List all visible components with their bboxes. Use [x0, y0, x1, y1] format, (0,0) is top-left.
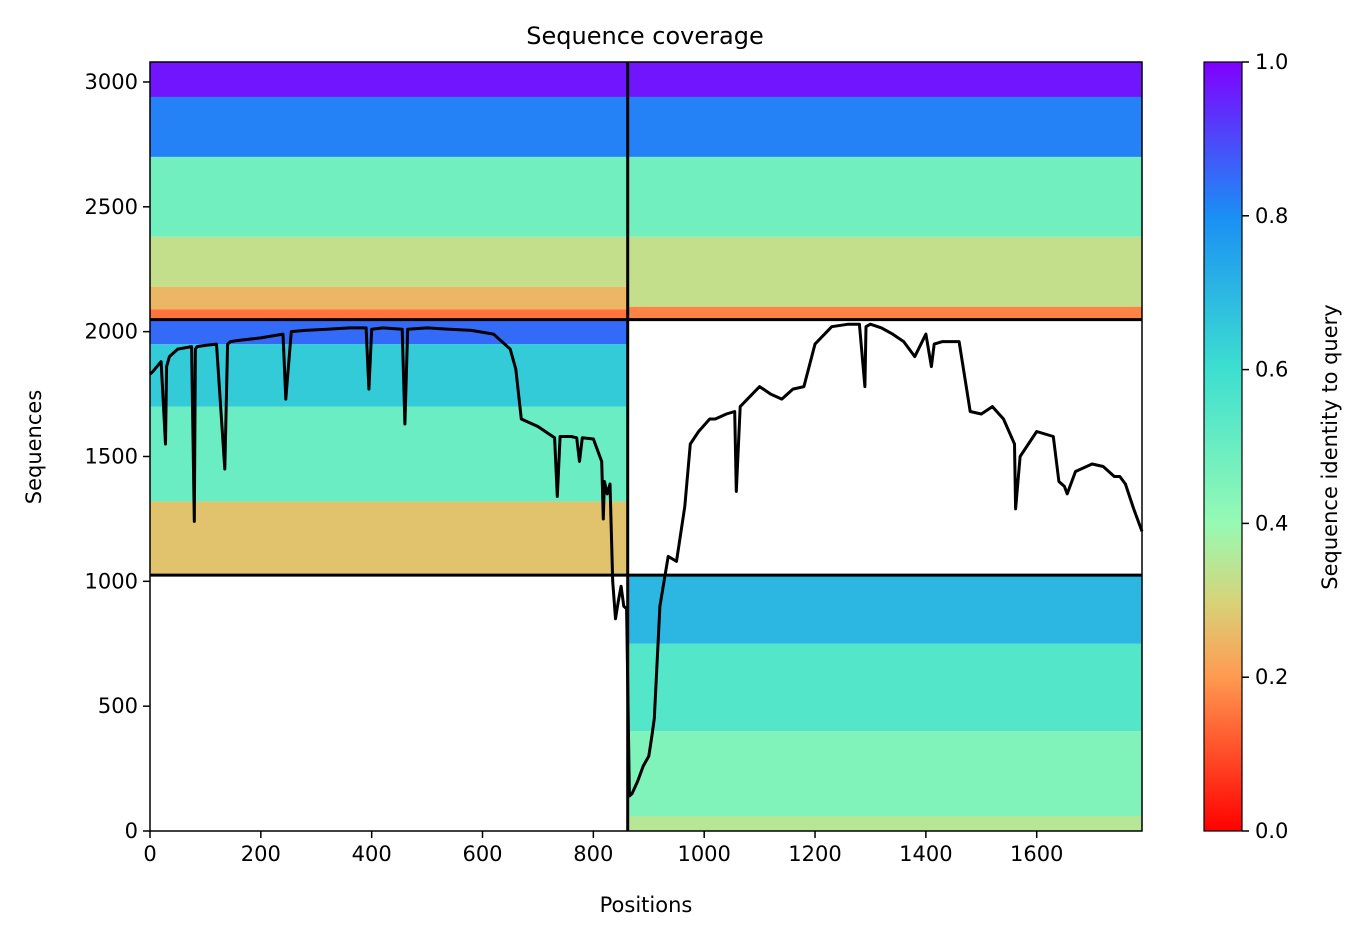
- identity-band: [150, 156, 628, 237]
- coverage-line: [149, 322, 1144, 798]
- colorbar-gradient: [1203, 61, 1243, 832]
- colorbar-tick-label: 1.0: [1255, 50, 1288, 74]
- y-tick-label: 500: [98, 694, 138, 718]
- x-tick-label: 1200: [788, 842, 841, 866]
- colorbar-label: Sequence identity to query: [1318, 304, 1342, 589]
- identity-band: [150, 406, 628, 502]
- identity-band: [150, 501, 628, 576]
- identity-band: [627, 643, 1142, 732]
- identity-band: [150, 286, 628, 310]
- x-axis: 0 200 400 600 800 1000 1200 1400 1600: [143, 831, 1063, 866]
- x-tick-label: 400: [352, 842, 392, 866]
- colorbar: 0.0 0.2 0.4 0.6 0.8 1.0 Sequence identity to …: [1203, 50, 1342, 843]
- identity-band: [150, 344, 628, 407]
- plot-frame: [149, 61, 1143, 832]
- x-tick-label: 1600: [1010, 842, 1063, 866]
- x-tick-label: 0: [143, 842, 156, 866]
- coverage-block-middle-left: [150, 319, 628, 576]
- x-tick-label: 1000: [677, 842, 730, 866]
- identity-band: [150, 62, 628, 97]
- identity-band: [150, 309, 628, 320]
- coverage-block-upper-left: [150, 62, 628, 320]
- identity-band: [150, 236, 628, 287]
- identity-band: [627, 236, 1142, 307]
- colorbar-ticks: 0.0 0.2 0.4 0.6 0.8 1.0: [1242, 50, 1288, 843]
- x-tick-label: 200: [241, 842, 281, 866]
- identity-band: [627, 816, 1142, 831]
- y-tick-label: 3000: [85, 70, 138, 94]
- colorbar-tick-label: 0.8: [1255, 204, 1288, 228]
- identity-band: [627, 62, 1142, 97]
- x-tick-label: 800: [573, 842, 613, 866]
- identity-band: [627, 96, 1142, 157]
- chart-title: Sequence coverage: [526, 22, 763, 50]
- x-tick-label: 600: [462, 842, 502, 866]
- identity-band: [627, 575, 1142, 644]
- y-tick-label: 0: [125, 819, 138, 843]
- x-tick-label: 1400: [899, 842, 952, 866]
- coverage-block-lower-right: [627, 575, 1142, 831]
- colorbar-tick-label: 0.2: [1255, 665, 1288, 689]
- identity-band: [627, 156, 1142, 237]
- x-axis-label: Positions: [600, 893, 693, 917]
- y-tick-label: 2500: [85, 195, 138, 219]
- y-tick-label: 1000: [85, 569, 138, 593]
- y-axis-label: Sequences: [22, 390, 46, 505]
- identity-band: [150, 96, 628, 157]
- y-tick-label: 1500: [85, 444, 138, 468]
- identity-band: [627, 306, 1142, 320]
- colorbar-tick-label: 0.4: [1255, 511, 1288, 535]
- y-tick-label: 2000: [85, 320, 138, 344]
- identity-band: [627, 731, 1142, 817]
- colorbar-tick-label: 0.0: [1255, 819, 1288, 843]
- plot-area: [149, 62, 1144, 831]
- colorbar-tick-label: 0.6: [1255, 358, 1288, 382]
- identity-band: [150, 319, 628, 345]
- y-axis: 0 500 1000 1500 2000 2500 3000: [85, 70, 150, 843]
- coverage-block-upper-right: [627, 62, 1142, 320]
